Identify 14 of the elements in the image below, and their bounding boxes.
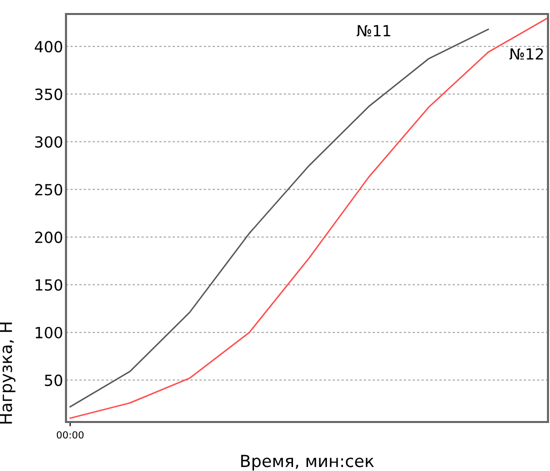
y-tick-label: 400	[34, 40, 62, 52]
x-axis-title: Время, мин:сек	[241, 454, 374, 470]
y-tick-label: 150	[36, 279, 62, 291]
y-tick-label: 250	[35, 184, 62, 196]
y-tick-label: 200	[35, 232, 62, 244]
y-tick-label: 100	[36, 326, 62, 338]
text: №11	[356, 25, 390, 36]
y-tick-label: 50	[44, 374, 62, 386]
y-tick-label: 300	[35, 136, 62, 148]
series-label: №12	[510, 48, 543, 60]
y-tick-label: 350	[35, 88, 62, 100]
line-series	[69, 17, 548, 419]
x-tick-label: 00:00	[56, 431, 84, 439]
y-axis-title: Нагрузка, Н	[0, 322, 16, 424]
